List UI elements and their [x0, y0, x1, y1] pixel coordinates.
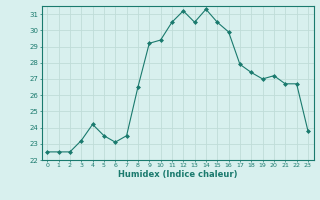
X-axis label: Humidex (Indice chaleur): Humidex (Indice chaleur) [118, 170, 237, 179]
